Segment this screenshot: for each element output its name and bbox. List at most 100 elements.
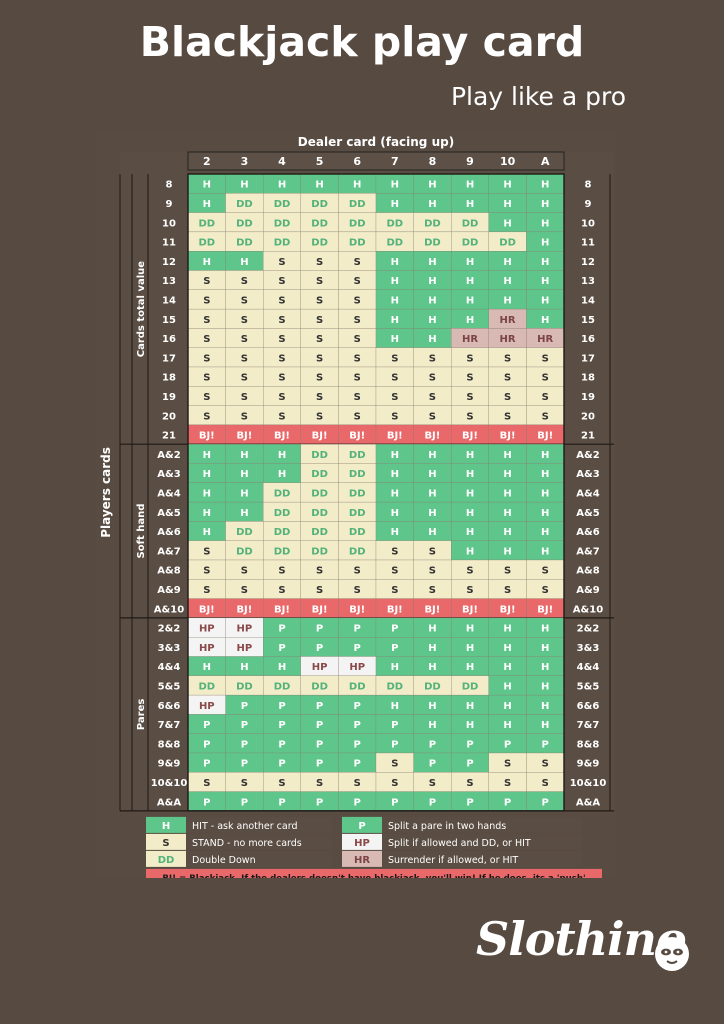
action-label: S	[241, 392, 248, 403]
action-label: S	[278, 257, 285, 268]
action-label: H	[503, 295, 511, 306]
action-label: S	[504, 778, 511, 789]
action-label: S	[429, 373, 436, 384]
action-label: DD	[349, 488, 366, 499]
legend-text: Split if allowed and DD, or HIT	[388, 838, 531, 849]
dealer-card-10: 10	[500, 155, 516, 168]
action-label: H	[541, 624, 549, 635]
hand-label-right: 10&10	[570, 778, 607, 789]
hand-label-right: 8&8	[577, 739, 600, 750]
action-label: DD	[236, 238, 253, 249]
action-label: BJ!	[274, 604, 290, 615]
action-label: S	[316, 315, 323, 326]
action-label: H	[428, 643, 436, 654]
action-label: H	[541, 276, 549, 287]
action-label: H	[428, 720, 436, 731]
action-label: P	[203, 720, 210, 731]
action-label: P	[278, 643, 285, 654]
action-label: P	[354, 739, 361, 750]
hand-label: 6&6	[158, 701, 181, 712]
action-label: P	[391, 643, 398, 654]
action-label: DD	[311, 450, 328, 461]
action-label: DD	[198, 238, 215, 249]
hand-label-right: 19	[581, 392, 595, 403]
action-label: S	[241, 315, 248, 326]
action-label: H	[391, 295, 399, 306]
action-label: S	[504, 566, 511, 577]
action-label: H	[466, 199, 474, 210]
action-label: S	[278, 315, 285, 326]
action-label: S	[203, 392, 210, 403]
action-label: S	[466, 411, 473, 422]
action-label: P	[354, 759, 361, 770]
hand-label: 21	[162, 431, 176, 442]
action-label: H	[541, 238, 549, 249]
strategy-chart: Dealer card (facing up) 2 3 4 5 6 7 8 9 10 A 8 8 H H H H…	[96, 132, 633, 886]
action-label: S	[354, 257, 361, 268]
section-label: Soft hand	[136, 504, 147, 559]
legend-text-bg	[382, 833, 582, 850]
action-label: BJ!	[236, 604, 252, 615]
action-label: H	[466, 180, 474, 191]
action-label: P	[354, 643, 361, 654]
hand-label: 16	[162, 334, 176, 345]
action-label: DD	[349, 199, 366, 210]
legend-text: HIT - ask another card	[192, 821, 298, 832]
action-label: S	[542, 778, 549, 789]
action-label: BJ!	[500, 431, 516, 442]
dealer-card-9: 9	[466, 155, 474, 168]
action-label: HP	[199, 624, 215, 635]
hand-label-right: A&8	[576, 566, 599, 577]
action-label: DD	[462, 238, 479, 249]
action-label: BJ!	[312, 604, 328, 615]
action-label: S	[203, 373, 210, 384]
action-label: DD	[424, 218, 441, 229]
action-label: S	[241, 295, 248, 306]
hand-label: 5&5	[158, 681, 181, 692]
action-label: DD	[311, 218, 328, 229]
action-label: H	[466, 643, 474, 654]
action-label: H	[240, 662, 248, 673]
action-label: S	[391, 759, 398, 770]
action-label: S	[466, 566, 473, 577]
action-label: H	[466, 257, 474, 268]
action-label: DD	[236, 218, 253, 229]
legend-text-bg	[186, 833, 332, 850]
action-label: H	[541, 295, 549, 306]
action-label: H	[203, 527, 211, 538]
hand-label-right: 16	[581, 334, 595, 345]
action-label: P	[241, 759, 248, 770]
action-label: H	[503, 508, 511, 519]
action-label: DD	[386, 218, 403, 229]
hand-label: 20	[162, 411, 176, 422]
action-label: HP	[312, 662, 328, 673]
action-label: BJ!	[349, 604, 365, 615]
action-label: P	[316, 643, 323, 654]
action-label: S	[429, 392, 436, 403]
hand-label-right: 20	[581, 411, 595, 422]
action-label: BJ!	[349, 431, 365, 442]
dealer-card-7: 7	[391, 155, 399, 168]
dealer-card-2: 2	[203, 155, 211, 168]
action-label: H	[278, 469, 286, 480]
hand-label: 13	[162, 276, 176, 287]
action-label: DD	[274, 488, 291, 499]
hand-label-right: A&2	[576, 450, 599, 461]
hand-label-right: 7&7	[577, 720, 600, 731]
action-label: P	[466, 797, 473, 808]
hand-label: 18	[162, 373, 176, 384]
action-label: H	[203, 180, 211, 191]
action-label: P	[241, 797, 248, 808]
legend-code: HP	[354, 838, 370, 849]
dealer-header-row	[187, 151, 565, 171]
action-label: P	[504, 739, 511, 750]
action-label: H	[203, 450, 211, 461]
action-label: H	[428, 334, 436, 345]
action-label: H	[240, 257, 248, 268]
action-label: H	[503, 488, 511, 499]
action-label: H	[541, 218, 549, 229]
action-label: P	[278, 701, 285, 712]
action-label: S	[203, 353, 210, 364]
action-label: DD	[311, 546, 328, 557]
action-label: H	[503, 546, 511, 557]
